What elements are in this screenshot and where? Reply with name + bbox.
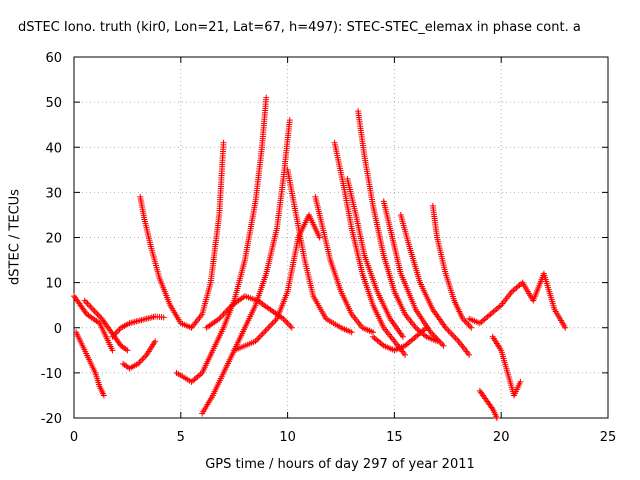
data-point (287, 323, 293, 329)
y-axis-label: dSTEC / TECUs (8, 189, 23, 285)
data-point (265, 325, 271, 331)
data-series (477, 388, 500, 421)
y-tick-label: 60 (45, 51, 62, 66)
data-point (83, 299, 89, 305)
grid-lines (74, 57, 608, 418)
data-series (120, 338, 158, 371)
data-point (282, 317, 288, 323)
x-tick-label: 10 (279, 430, 296, 445)
data-point (463, 319, 469, 325)
data-point (138, 358, 144, 364)
data-series (137, 140, 226, 331)
data-point (257, 334, 263, 340)
data-point (283, 319, 289, 325)
data-point (260, 331, 266, 337)
data-point (468, 325, 474, 331)
data-series (490, 334, 524, 399)
y-tick-label: 20 (45, 232, 62, 247)
y-tick-label: 40 (45, 141, 62, 156)
data-point (289, 325, 295, 331)
data-series (466, 271, 568, 331)
y-tick-label: 50 (45, 96, 62, 111)
x-axis-label: GPS time / hours of day 297 of year 2011 (0, 457, 640, 472)
data-point (86, 302, 92, 308)
data-point (268, 322, 274, 328)
data-point (467, 323, 473, 329)
data-point (89, 305, 95, 311)
data-point (285, 320, 291, 326)
data-point (447, 329, 453, 335)
y-tick-label: 0 (54, 322, 62, 337)
data-point (264, 326, 270, 332)
chart-title: dSTEC Iono. truth (kir0, Lon=21, Lat=67,… (18, 20, 581, 35)
data-point (96, 313, 102, 319)
axis-ticks: 0 5 10 15 20 25 -20 -10 0 10 20 30 40 50 60 (41, 51, 617, 445)
data-point (438, 340, 444, 346)
data-point (271, 319, 277, 325)
data-point (115, 328, 121, 334)
data-point (451, 334, 457, 340)
data-point (90, 307, 96, 313)
data-point (439, 341, 445, 347)
data-point (139, 356, 145, 362)
data-point (94, 311, 100, 317)
data-point (286, 322, 292, 328)
x-tick-label: 15 (386, 430, 403, 445)
data-series (71, 293, 115, 353)
data-point (258, 332, 264, 338)
data-point (92, 308, 98, 314)
data-series (355, 108, 440, 344)
data-series (109, 313, 166, 339)
data-point (87, 304, 93, 310)
y-tick-label: -20 (41, 412, 62, 427)
data-point (82, 298, 88, 304)
x-tick-label: 25 (600, 430, 617, 445)
data-point (270, 320, 276, 326)
x-tick-label: 20 (493, 430, 510, 445)
data-series (73, 329, 107, 398)
data-point (255, 335, 261, 341)
y-tick-label: 10 (45, 277, 62, 292)
data-point (446, 328, 452, 334)
data-point (453, 335, 459, 341)
y-tick-label: -10 (41, 367, 62, 382)
data-point (465, 322, 471, 328)
x-tick-label: 0 (70, 430, 78, 445)
data-point (448, 331, 454, 337)
data-points (71, 95, 568, 421)
data-point (85, 301, 91, 307)
data-point (222, 310, 228, 316)
data-point (261, 329, 267, 335)
data-point (263, 328, 269, 334)
data-point (141, 355, 147, 361)
data-point (454, 337, 460, 343)
data-point (450, 332, 456, 338)
y-tick-label: 30 (45, 186, 62, 201)
data-point (218, 314, 224, 320)
data-point (93, 310, 99, 316)
data-point (267, 323, 273, 329)
data-point (219, 313, 225, 319)
x-tick-label: 5 (177, 430, 185, 445)
data-point (441, 343, 447, 349)
